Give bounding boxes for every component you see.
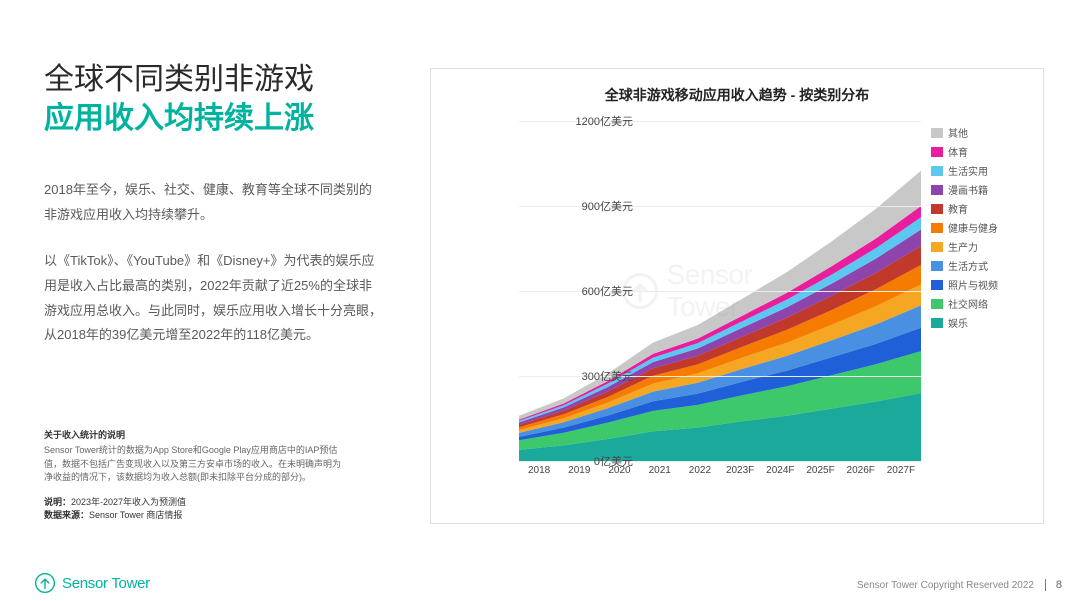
legend-swatch [931,242,943,252]
legend: 其他体育生活实用漫画书籍教育健康与健身生产力生活方式照片与视频社交网络娱乐 [931,125,1037,334]
legend-swatch [931,261,943,271]
logo-icon [34,572,56,594]
y-tick-label: 1200亿美元 [555,113,633,129]
legend-item: 照片与视频 [931,277,1037,292]
legend-swatch [931,204,943,214]
legend-item: 生活实用 [931,163,1037,178]
slide: 全球不同类别非游戏 应用收入均持续上涨 2018年至今，娱乐、社交、健康、教育等… [0,0,1080,601]
copyright: Sensor Tower Copyright Reserved 2022 [857,580,1034,591]
legend-item: 体育 [931,144,1037,159]
left-column: 全球不同类别非游戏 应用收入均持续上涨 2018年至今，娱乐、社交、健康、教育等… [44,60,384,370]
legend-swatch [931,318,943,328]
footnote-body: Sensor Tower统计的数据为App Store和Google Play应… [44,444,344,485]
legend-label: 照片与视频 [948,277,998,292]
footnote-source: 数据来源：Sensor Tower 商店情报 [44,508,344,521]
paragraph-2: 以《TikTok》、《YouTube》和《Disney+》为代表的娱乐应用是收入… [44,249,384,348]
legend-label: 娱乐 [948,315,968,330]
x-tick-label: 2026F [841,465,881,476]
legend-item: 社交网络 [931,296,1037,311]
y-tick-label: 0亿美元 [555,453,633,469]
legend-label: 社交网络 [948,296,988,311]
legend-item: 其他 [931,125,1037,140]
legend-label: 教育 [948,201,968,216]
legend-item: 漫画书籍 [931,182,1037,197]
legend-item: 教育 [931,201,1037,216]
legend-swatch [931,166,943,176]
legend-swatch [931,299,943,309]
legend-swatch [931,185,943,195]
legend-label: 漫画书籍 [948,182,988,197]
footnote-note: 说明：2023年-2027年收入为预测值 [44,495,344,508]
footnote-block: 关于收入统计的说明 Sensor Tower统计的数据为App Store和Go… [44,428,344,521]
legend-label: 生活方式 [948,258,988,273]
x-tick-label: 2021 [640,465,680,476]
x-tick-label: 2025F [800,465,840,476]
chart-title: 全球非游戏移动应用收入趋势 - 按类别分布 [431,69,1043,115]
legend-item: 娱乐 [931,315,1037,330]
legend-item: 生活方式 [931,258,1037,273]
x-tick-label: 2022 [680,465,720,476]
legend-swatch [931,128,943,138]
title-line-1: 全球不同类别非游戏 [44,60,384,99]
legend-swatch [931,280,943,290]
legend-label: 其他 [948,125,968,140]
footnote-heading: 关于收入统计的说明 [44,428,344,441]
legend-label: 生活实用 [948,163,988,178]
page-number: 8 [1045,579,1062,591]
x-tick-label: 2023F [720,465,760,476]
x-tick-label: 2018 [519,465,559,476]
brand-name: Sensor Tower [62,575,150,592]
legend-item: 生产力 [931,239,1037,254]
legend-label: 健康与健身 [948,220,998,235]
chart-panel: 全球非游戏移动应用收入趋势 - 按类别分布 Sensor Tower 20182… [430,68,1044,524]
y-tick-label: 900亿美元 [555,198,633,214]
y-tick-label: 300亿美元 [555,368,633,384]
title-line-2: 应用收入均持续上涨 [44,99,384,138]
y-tick-label: 600亿美元 [555,283,633,299]
brand-logo: Sensor Tower [34,572,150,594]
legend-label: 体育 [948,144,968,159]
footer: Sensor Tower Sensor Tower Copyright Rese… [0,565,1080,601]
legend-swatch [931,147,943,157]
legend-item: 健康与健身 [931,220,1037,235]
chart-body: Sensor Tower 201820192020202120222023F20… [431,115,1043,515]
paragraph-1: 2018年至今，娱乐、社交、健康、教育等全球不同类别的非游戏应用收入均持续攀升。 [44,178,384,227]
x-tick-label: 2024F [760,465,800,476]
x-tick-label: 2027F [881,465,921,476]
legend-swatch [931,223,943,233]
legend-label: 生产力 [948,239,978,254]
